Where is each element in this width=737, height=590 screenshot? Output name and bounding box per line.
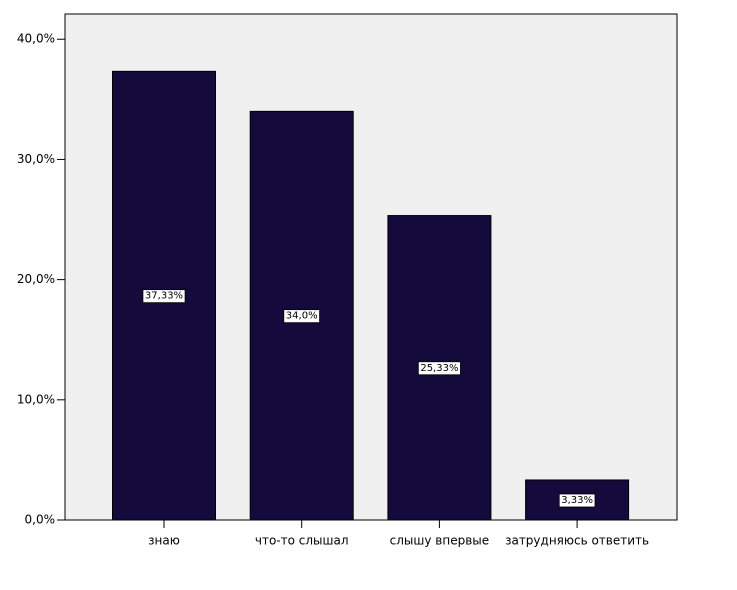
y-tick-label: 0,0% (25, 513, 56, 527)
x-tick-label: что-то слышал (255, 534, 349, 548)
value-label-box (142, 289, 186, 304)
value-label: 3,33% (561, 495, 593, 506)
value-label-box (283, 309, 320, 324)
x-tick-label: знаю (148, 534, 180, 548)
y-tick-label: 10,0% (17, 392, 55, 406)
value-label-box (417, 361, 461, 376)
y-tick-label: 30,0% (17, 152, 55, 166)
value-label: 25,33% (420, 363, 458, 374)
y-tick-label: 20,0% (17, 272, 55, 286)
value-label-box (558, 493, 596, 508)
y-tick-label: 40,0% (17, 32, 55, 46)
value-label: 34,0% (286, 311, 318, 322)
x-tick-label: затрудняюсь ответить (505, 534, 649, 548)
value-label: 37,33% (145, 291, 183, 302)
x-tick-label: слышу впервые (390, 534, 490, 548)
